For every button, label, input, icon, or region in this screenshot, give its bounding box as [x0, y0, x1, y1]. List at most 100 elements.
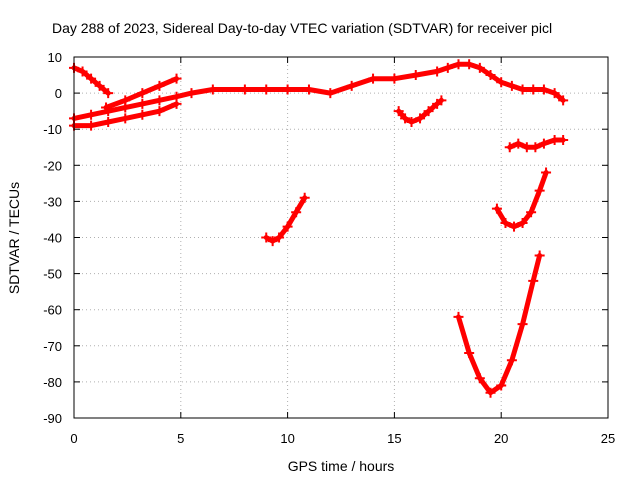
data-point — [154, 106, 165, 117]
data-point — [120, 95, 131, 106]
series-track-6 — [393, 95, 447, 127]
data-point — [94, 80, 105, 91]
x-axis-title: GPS time / hours — [288, 458, 395, 474]
data-point — [261, 84, 272, 95]
data-point — [506, 355, 517, 366]
data-point — [137, 109, 148, 120]
data-point — [558, 135, 569, 146]
data-point — [504, 142, 515, 153]
series-track-5 — [261, 192, 310, 247]
grid-lines — [74, 57, 608, 418]
data-point — [534, 250, 545, 261]
y-tick-label: -20 — [43, 158, 62, 173]
data-point — [101, 102, 112, 113]
x-tick-label: 15 — [387, 431, 401, 446]
series-track-7 — [453, 250, 545, 398]
data-point — [77, 66, 88, 77]
series-track-2 — [69, 59, 569, 124]
chart-title: Day 288 of 2023, Sidereal Day-to-day VTE… — [52, 20, 552, 36]
series-track-8 — [491, 167, 552, 232]
y-tick-label: -10 — [43, 122, 62, 137]
data-point — [154, 95, 165, 106]
x-tick-label: 0 — [70, 431, 77, 446]
data-point — [400, 113, 411, 124]
data-point — [521, 142, 532, 153]
data-series — [69, 59, 569, 398]
y-tick-label: -80 — [43, 375, 62, 390]
data-point — [432, 66, 443, 77]
y-tick-label: 10 — [48, 50, 62, 65]
data-point — [474, 62, 485, 73]
data-point — [530, 142, 541, 153]
data-point — [496, 77, 507, 88]
data-point — [526, 207, 537, 218]
data-point — [549, 135, 560, 146]
data-point — [485, 70, 496, 81]
data-point — [154, 80, 165, 91]
data-point — [415, 113, 426, 124]
data-point — [406, 116, 417, 127]
data-point — [474, 373, 485, 384]
data-point — [186, 88, 197, 99]
y-axis-title: SDTVAR / TECUs — [6, 182, 22, 294]
y-tick-label: -50 — [43, 267, 62, 282]
data-point — [517, 319, 528, 330]
data-point — [86, 109, 97, 120]
data-point — [393, 106, 404, 117]
data-point — [500, 218, 511, 229]
data-point — [464, 348, 475, 359]
data-point — [509, 221, 520, 232]
data-point — [506, 80, 517, 91]
axis-ticks — [73, 56, 609, 419]
series-track-9 — [504, 135, 569, 153]
data-point — [534, 185, 545, 196]
data-point — [368, 73, 379, 84]
data-point — [137, 98, 148, 109]
x-tick-label: 20 — [494, 431, 508, 446]
data-point — [86, 120, 97, 131]
data-point — [436, 95, 447, 106]
x-tick-label: 25 — [601, 431, 615, 446]
data-point — [485, 387, 496, 398]
data-point — [120, 113, 131, 124]
data-point — [86, 73, 97, 84]
data-point — [325, 88, 336, 99]
data-point — [517, 218, 528, 229]
series-track-3 — [69, 98, 182, 131]
series-track-4 — [101, 73, 182, 113]
data-point — [103, 88, 114, 99]
data-point — [558, 95, 569, 106]
data-point — [103, 116, 114, 127]
data-point — [496, 380, 507, 391]
tick-labels: 0 5 10 15 20 25 10 0 -10 -20 -30 -40 -50 -60 -70 -80 -90 — [43, 50, 615, 446]
data-point — [464, 59, 475, 70]
data-point — [267, 236, 278, 247]
data-point — [549, 88, 560, 99]
data-point — [299, 192, 310, 203]
data-point — [303, 84, 314, 95]
x-tick-label: 5 — [177, 431, 184, 446]
data-point — [239, 84, 250, 95]
y-tick-label: -60 — [43, 303, 62, 318]
data-point — [261, 232, 272, 243]
data-point — [423, 106, 434, 117]
y-tick-label: -70 — [43, 339, 62, 354]
data-point — [291, 207, 302, 218]
data-point — [282, 84, 293, 95]
y-tick-label: -30 — [43, 194, 62, 209]
data-point — [274, 232, 285, 243]
data-point — [137, 88, 148, 99]
y-tick-label: 0 — [55, 86, 62, 101]
data-point — [207, 84, 218, 95]
data-point — [171, 98, 182, 109]
data-point — [282, 221, 293, 232]
data-point — [528, 84, 539, 95]
data-point — [517, 84, 528, 95]
data-point — [538, 84, 549, 95]
data-point — [528, 275, 539, 286]
data-point — [538, 138, 549, 149]
data-point — [453, 311, 464, 322]
data-point — [410, 70, 421, 81]
